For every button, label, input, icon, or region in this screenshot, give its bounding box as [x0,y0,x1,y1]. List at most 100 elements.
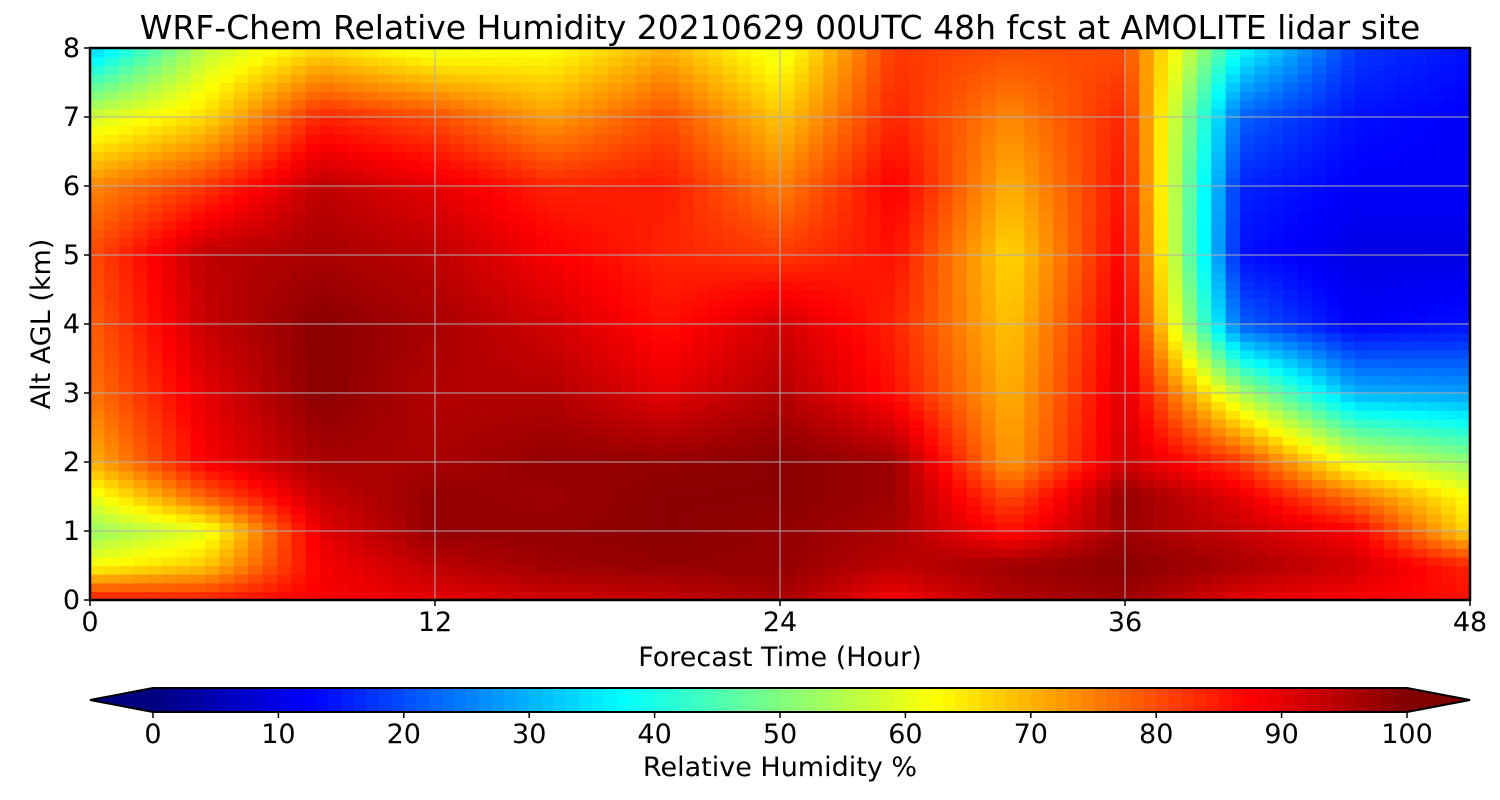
heatmap-cell [305,453,321,463]
heatmap-cell [1153,315,1169,325]
heatmap-cell [621,151,637,161]
heatmap-cell [1211,505,1227,515]
heatmap-cell [219,574,235,584]
heatmap-cell [736,367,752,377]
heatmap-cell [176,324,192,334]
heatmap-cell [90,479,105,489]
heatmap-cell [377,401,393,411]
heatmap-cell [923,513,939,523]
heatmap-cell [492,565,508,575]
heatmap-cell [607,582,623,592]
heatmap-cell [1153,548,1169,558]
heatmap-cell [909,168,925,178]
heatmap-cell [1182,151,1198,161]
heatmap-cell [478,315,494,325]
heatmap-cell [1211,263,1227,273]
heatmap-cell [1168,496,1184,506]
heatmap-cell [578,306,594,316]
heatmap-cell [981,272,997,282]
heatmap-cell [435,315,450,325]
heatmap-cell [348,168,364,178]
heatmap-cell [1010,375,1025,385]
heatmap-cell [765,324,781,334]
heatmap-cell [938,531,954,541]
heatmap-cell [118,556,134,567]
heatmap-cell [1268,427,1284,437]
heatmap-cell [736,272,752,282]
heatmap-cell [291,531,307,541]
heatmap-cell [248,479,264,489]
heatmap-cell [851,229,867,239]
heatmap-cell [765,177,781,187]
heatmap-cell [636,246,652,256]
heatmap-cell [104,427,120,437]
heatmap-cell [636,255,652,265]
heatmap-cell [1412,341,1428,351]
heatmap-cell [118,505,134,515]
heatmap-cell [1441,160,1457,170]
heatmap-cell [794,436,810,446]
heatmap-cell [1398,522,1414,532]
heatmap-cell [1369,315,1385,325]
heatmap-cell [1441,505,1457,515]
heatmap-cell [1297,556,1313,567]
heatmap-cell [90,401,105,411]
heatmap-cell [823,349,839,360]
heatmap-cell [981,582,997,592]
heatmap-cell [377,220,393,230]
heatmap-cell [205,531,220,541]
heatmap-cell [449,298,465,308]
heatmap-cell [564,487,580,498]
heatmap-cell [1081,289,1097,299]
heatmap-cell [851,410,867,420]
heatmap-cell [1153,203,1169,213]
heatmap-cell [1168,229,1184,239]
heatmap-cell [1024,160,1040,170]
heatmap-cell [176,237,192,247]
heatmap-cell [1412,556,1428,567]
heatmap-cell [1283,263,1299,273]
heatmap-cell [995,548,1011,558]
heatmap-cell [118,229,134,239]
heatmap-cell [1398,211,1414,222]
heatmap-cell [981,151,997,161]
heatmap-cell [1412,548,1428,558]
heatmap-cell [1311,418,1327,429]
heatmap-cell [895,496,910,506]
heatmap-cell [995,393,1011,403]
heatmap-cell [1369,349,1385,360]
heatmap-cell [420,168,436,178]
heatmap-cell [1311,384,1327,394]
heatmap-cell [693,237,709,247]
heatmap-cell [1268,462,1284,472]
heatmap-cell [621,298,637,308]
heatmap-cell [1010,298,1025,308]
heatmap-cell [391,375,407,385]
heatmap-cell [736,341,752,351]
heatmap-cell [1225,186,1241,196]
heatmap-cell [506,479,522,489]
heatmap-cell [923,255,939,265]
heatmap-cell [391,349,407,360]
heatmap-cell [1110,410,1126,420]
heatmap-cell [679,246,695,256]
heatmap-cell [823,496,839,506]
heatmap-cell [621,211,637,222]
heatmap-cell [1311,574,1327,584]
heatmap-cell [305,591,321,600]
heatmap-cell [1412,444,1428,454]
heatmap-cell [564,401,580,411]
heatmap-cell [463,349,479,360]
heatmap-cell [262,211,278,222]
heatmap-cell [1254,539,1270,549]
heatmap-cell [190,574,206,584]
heatmap-cell [794,548,810,558]
heatmap-cell [233,393,249,403]
heatmap-cell [363,272,379,282]
heatmap-cell [276,393,292,403]
heatmap-cell [535,246,551,256]
heatmap-cell [262,384,278,394]
heatmap-cell [593,151,609,161]
heatmap-cell [233,358,249,368]
heatmap-cell [1297,513,1313,523]
